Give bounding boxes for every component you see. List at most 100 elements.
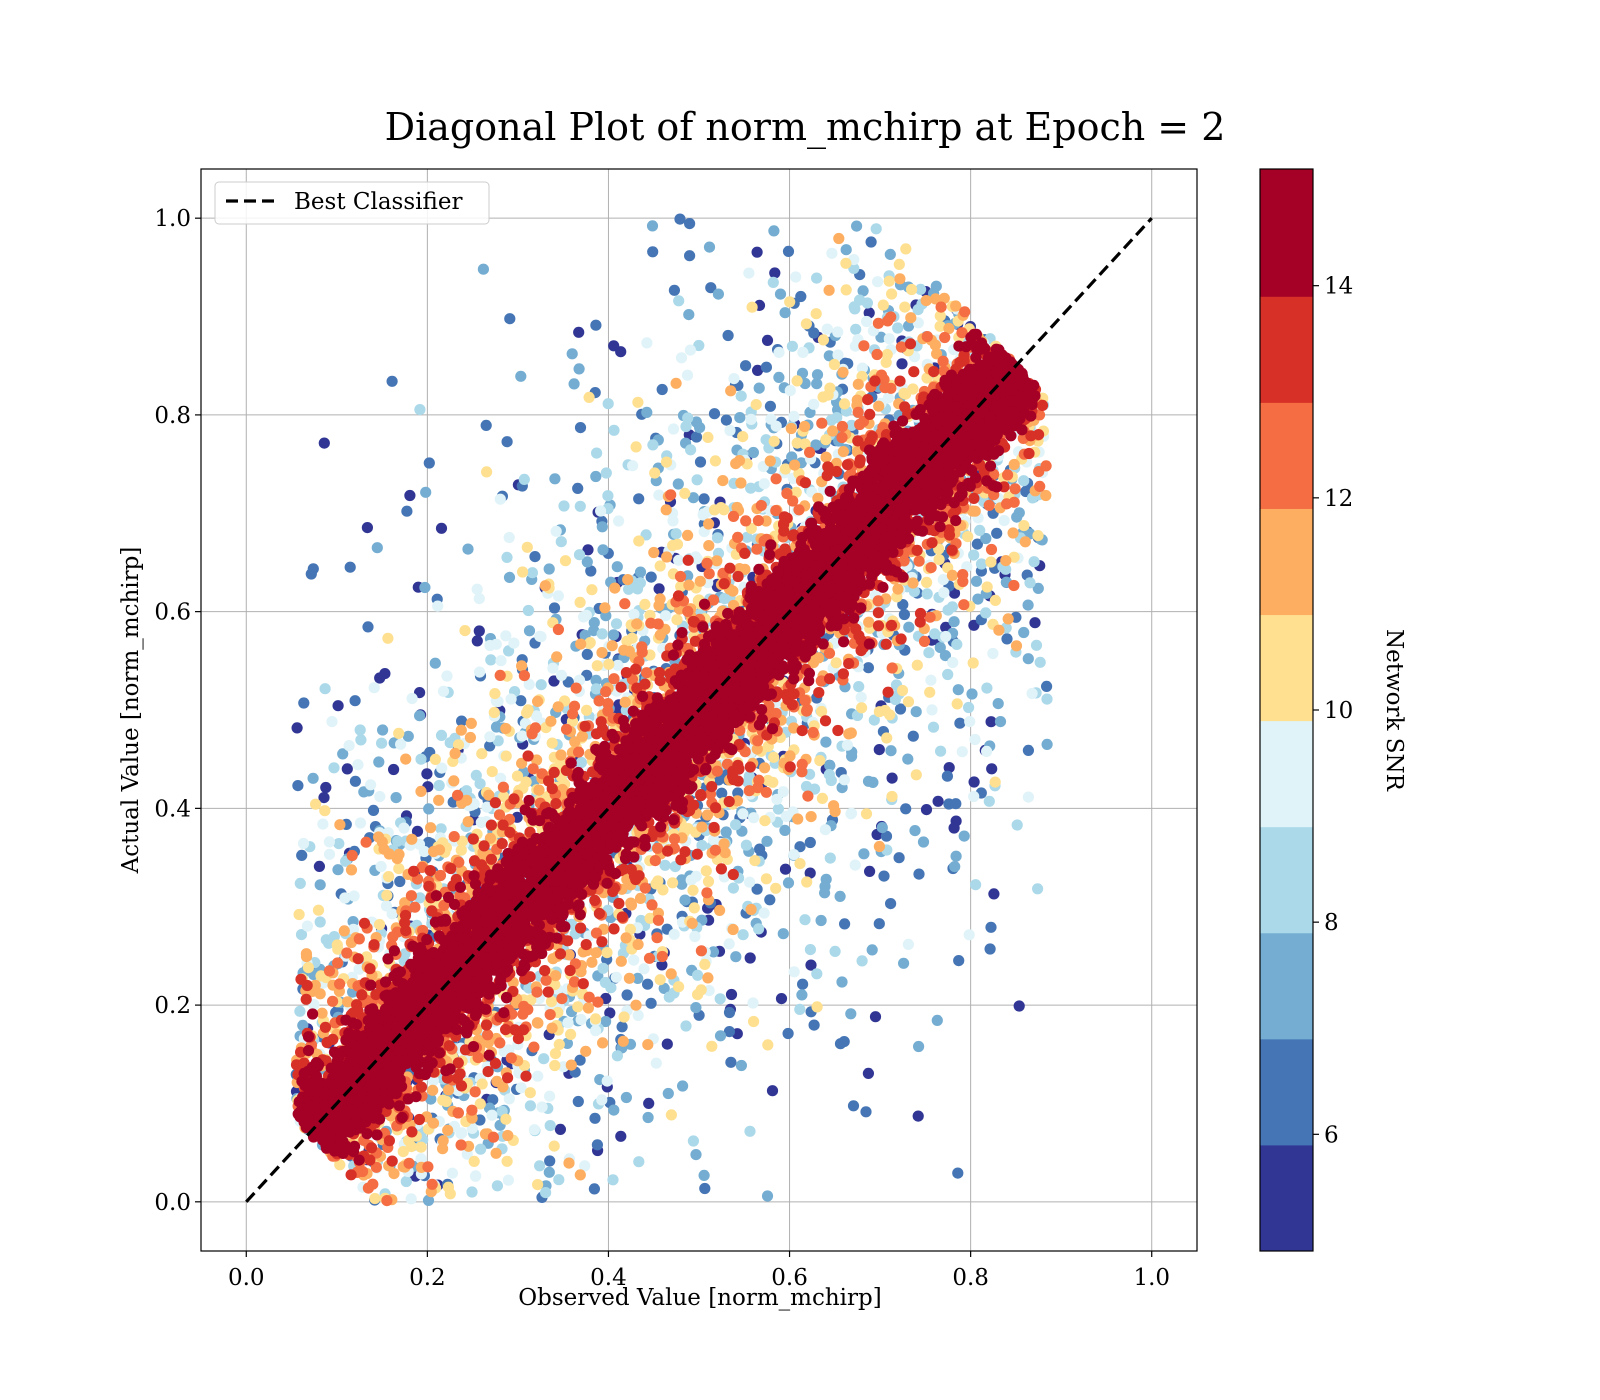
scatter-point [632,938,644,951]
scatter-point [811,369,824,381]
scatter-point [743,267,755,279]
scatter-point [946,569,959,582]
scatter-point [465,717,477,730]
scatter-point [698,1169,710,1181]
scatter-point [462,543,474,555]
scatter-point [341,763,353,775]
scatter-point [816,792,829,805]
scatter-points [290,213,1053,1207]
scatter-point [481,466,493,478]
scatter-point [907,730,919,742]
scatter-point [730,819,742,831]
scatter-point [863,616,875,628]
scatter-point [993,624,1005,636]
scatter-point [603,658,615,670]
scatter-point [968,549,980,561]
scatter-point [551,651,563,663]
scatter-point [590,947,602,959]
scatter-point [814,755,826,767]
scatter-point [883,333,895,345]
scatter-point [480,419,492,431]
scatter-point [400,1175,412,1188]
scatter-point [575,638,587,650]
scatter-point [486,1109,498,1121]
scatter-point [597,544,609,556]
scatter-point [651,932,663,944]
scatter-point [902,938,915,951]
scatter-point [969,505,981,517]
scatter-point [1013,507,1025,519]
scatter-point [405,890,417,902]
scatter-point [393,863,405,875]
scatter-point [865,236,877,248]
scatter-point [856,955,868,967]
scatter-point [560,723,573,735]
scatter-point [615,1130,627,1142]
scatter-point [517,1024,530,1036]
scatter-point [801,876,813,888]
scatter-point [819,715,832,727]
scatter-point [752,364,764,376]
scatter-point [913,555,925,567]
scatter-point [732,787,744,799]
scatter-point [975,558,988,570]
scatter-point [1008,458,1020,471]
scatter-point [627,460,639,472]
scatter-point [611,561,623,573]
scatter-point [665,489,677,501]
scatter-point [630,441,642,453]
scatter-point [425,1093,437,1105]
scatter-point [1001,498,1013,510]
scatter-point [695,789,707,801]
scatter-point [853,681,865,693]
scatter-point [878,870,890,882]
scatter-point [576,730,589,742]
scatter-point [672,478,684,490]
scatter-point [573,363,585,375]
scatter-point [590,1025,602,1037]
scatter-point [442,1084,455,1096]
scatter-point [589,1112,601,1124]
scatter-point [882,686,894,698]
scatter-point [858,340,870,352]
scatter-point [521,541,533,553]
scatter-point [735,477,747,489]
scatter-point [920,804,933,816]
scatter-point [319,683,331,695]
scatter-point [616,911,628,923]
scatter-point [958,599,970,611]
scatter-point [548,602,561,614]
scatter-point [441,670,453,682]
scatter-point [782,1027,794,1040]
scatter-point [633,493,645,505]
scatter-point [371,542,383,554]
scatter-point [923,647,935,659]
scatter-point [946,601,959,613]
scatter-point [968,790,980,803]
scatter-point [672,590,685,602]
scatter-point [676,878,688,890]
scatter-point [957,569,969,581]
scatter-point [426,1178,438,1190]
scatter-point [597,962,609,974]
scatter-point [540,974,552,986]
scatter-point [294,1005,306,1017]
scatter-point [758,907,770,919]
scatter-point [760,361,773,373]
scatter-point [631,618,643,630]
scatter-point [740,515,752,527]
scatter-point [323,836,335,848]
scatter-point [544,1120,556,1132]
scatter-point [546,737,558,749]
scatter-point [588,625,600,637]
scatter-point [328,762,340,774]
scatter-point [583,391,595,403]
scatter-point [358,917,371,929]
scatter-point [632,1009,644,1022]
scatter-point [971,538,984,550]
scatter-point [744,952,756,964]
scatter-point [628,954,640,966]
scatter-point [652,618,664,630]
scatter-point [524,1087,536,1099]
scatter-point [687,492,700,504]
